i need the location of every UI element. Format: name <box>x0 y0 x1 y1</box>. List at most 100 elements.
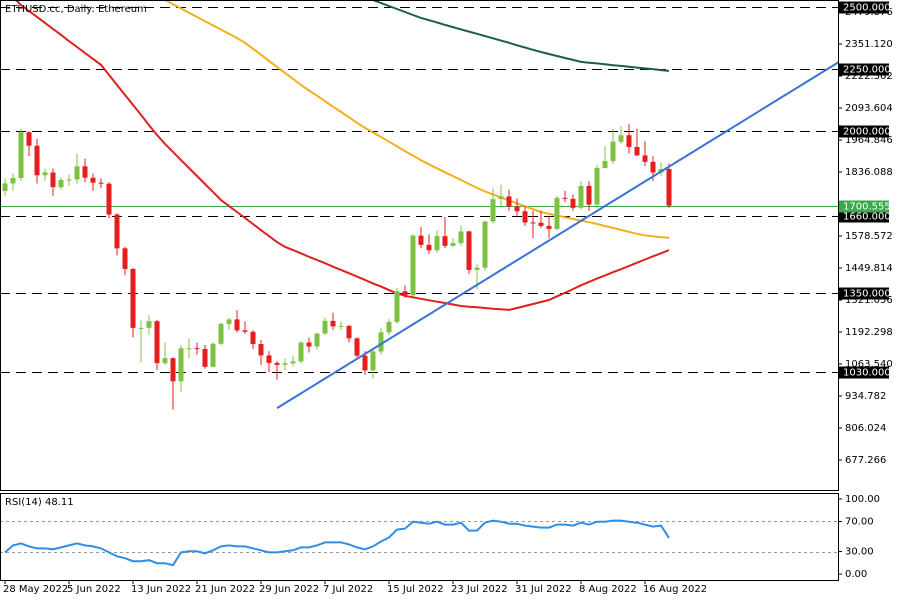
y-tick-label: 1449.814 <box>845 263 893 274</box>
candle-body <box>42 172 48 176</box>
rsi-label: RSI(14) 48.11 <box>5 497 74 508</box>
x-tick-label: 28 May 2022 <box>3 584 68 595</box>
candle-body <box>642 155 648 162</box>
x-tick-label: 7 Jul 2022 <box>323 584 373 595</box>
y-tick-label: 1836.088 <box>845 167 893 178</box>
candle-body <box>258 343 264 356</box>
candle-body <box>66 179 72 181</box>
candle-body <box>10 177 16 184</box>
candle-body <box>162 358 168 364</box>
x-tick-label: 29 Jun 2022 <box>259 584 319 595</box>
rsi-frame <box>0 493 839 581</box>
candle-body <box>194 348 200 350</box>
x-tick-label: 23 Jul 2022 <box>451 584 508 595</box>
candle-body <box>282 363 288 365</box>
last-price-label: 1700.555 <box>843 202 891 213</box>
rsi-y-tick-label: 100.00 <box>845 494 880 505</box>
y-tick-label: 934.782 <box>845 391 886 402</box>
candle-body <box>18 132 24 178</box>
candle-body <box>226 319 232 324</box>
level-label-box <box>839 210 889 223</box>
candle-body <box>50 172 56 188</box>
rsi-panel <box>0 519 838 567</box>
candle-body <box>346 325 352 339</box>
y-tick-label: 2351.120 <box>845 39 893 50</box>
candle-body <box>386 321 392 333</box>
candle-body <box>666 169 672 206</box>
candle-body <box>154 321 160 364</box>
level-label-box <box>839 1 889 14</box>
candle-body <box>610 141 616 162</box>
candle-body <box>514 206 520 212</box>
moving-average <box>14 0 670 311</box>
candle-body <box>242 330 248 332</box>
level-label: 1030.000 <box>843 368 891 379</box>
candle-body <box>210 343 216 367</box>
candle-body <box>370 351 376 371</box>
candle-body <box>26 132 32 146</box>
candle-body <box>474 267 480 270</box>
candle-body <box>570 198 576 208</box>
candle-body <box>58 179 64 188</box>
candle-body <box>466 231 472 270</box>
candle-body <box>394 291 400 322</box>
y-tick-label: 1321.056 <box>845 295 893 306</box>
candle-body <box>330 320 336 327</box>
y-tick-label: 1063.540 <box>845 359 893 370</box>
y-tick-label: 806.024 <box>845 423 886 434</box>
candle-body <box>594 168 600 205</box>
candle-body <box>298 342 304 362</box>
candle-body <box>578 185 584 208</box>
candle-body <box>586 185 592 205</box>
candle-body <box>178 348 184 382</box>
candle-body <box>538 222 544 226</box>
candle-body <box>122 248 128 269</box>
level-label: 2250.000 <box>843 65 891 76</box>
chart-title: ETHUSD.cc, Daily: Ethereum <box>5 4 147 15</box>
y-tick-label: 2222.362 <box>845 71 893 82</box>
main-panel <box>0 0 838 410</box>
candle-body <box>138 327 144 329</box>
candle-body <box>530 222 536 224</box>
candle-body <box>306 342 312 347</box>
x-tick-label: 16 Aug 2022 <box>643 584 707 595</box>
candle-body <box>490 199 496 222</box>
candle-body <box>506 196 512 207</box>
y-tick-label: 2093.604 <box>845 103 893 114</box>
candle-body <box>338 325 344 327</box>
candle-body <box>74 166 80 180</box>
candle-body <box>170 358 176 382</box>
level-label: 1350.000 <box>843 289 891 300</box>
x-tick-label: 5 Jun 2022 <box>67 584 121 595</box>
candle-body <box>274 362 280 365</box>
moving-average <box>162 0 670 239</box>
x-tick-label: 15 Jul 2022 <box>387 584 444 595</box>
trendline <box>276 61 838 409</box>
candle-body <box>2 183 8 191</box>
candle-body <box>106 183 112 215</box>
candle-body <box>562 197 568 199</box>
candle-body <box>322 320 328 334</box>
candle-body <box>602 161 608 169</box>
candle-body <box>234 319 240 331</box>
candle-body <box>354 338 360 356</box>
candle-body <box>626 135 632 147</box>
rsi-y-tick-label: 0.00 <box>845 569 867 580</box>
rsi-y-tick-label: 30.00 <box>845 547 874 558</box>
candle-body <box>290 361 296 364</box>
candle-body <box>82 166 88 178</box>
candle-body <box>98 182 104 184</box>
level-label: 1660.000 <box>843 212 891 223</box>
candle-body <box>522 211 528 223</box>
candle-body <box>90 177 96 183</box>
candle-body <box>482 221 488 268</box>
main-frame <box>0 0 839 491</box>
y-tick-label: 1964.846 <box>845 135 893 146</box>
x-tick-label: 21 Jun 2022 <box>195 584 255 595</box>
candle-body <box>634 146 640 156</box>
level-label-box <box>839 63 889 76</box>
x-tick-label: 8 Aug 2022 <box>579 584 637 595</box>
